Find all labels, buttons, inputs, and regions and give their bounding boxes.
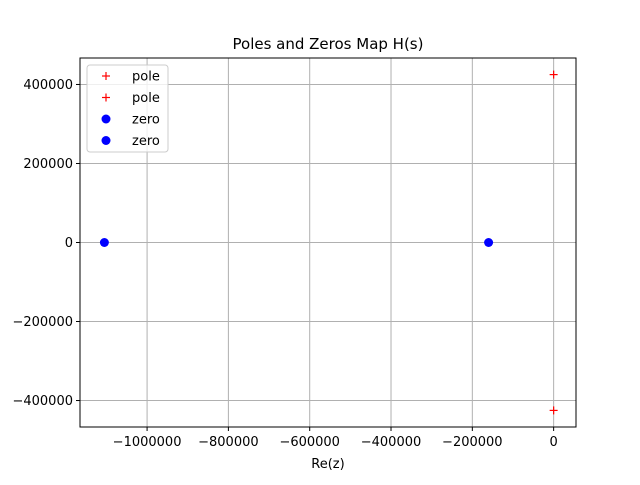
x-tick-label: −1000000	[113, 435, 182, 450]
y-tick-label: 400000	[23, 78, 73, 93]
y-tick-label: 0	[65, 236, 73, 251]
x-tick-label: −400000	[361, 435, 422, 450]
y-tick-label: −400000	[12, 394, 73, 409]
legend-pole-label: pole	[132, 91, 160, 106]
legend: pole pole zero zero	[86, 64, 169, 153]
markers	[99, 70, 558, 415]
legend-box	[86, 64, 169, 153]
zero-marker	[484, 238, 494, 247]
y-tick-label: −200000	[12, 315, 73, 330]
chart-title: Poles and Zeros Map H(s)	[233, 35, 424, 53]
x-tick-label: −800000	[198, 435, 259, 450]
x-axis-label: Re(z)	[311, 457, 344, 472]
legend-zero-label: zero	[132, 113, 160, 128]
x-tick-label: −200000	[442, 435, 503, 450]
legend-zero-marker	[101, 136, 111, 145]
x-tick-label: −600000	[279, 435, 340, 450]
pole-marker	[549, 70, 558, 79]
ticks: −1000000 −800000 −600000 −400000 −200000 0 −40…	[12, 78, 557, 450]
pole-marker	[549, 406, 558, 415]
legend-zero-marker	[101, 114, 111, 124]
y-tick-label: 200000	[23, 157, 73, 172]
legend-pole-label: pole	[132, 70, 160, 85]
x-tick-label: 0	[549, 435, 557, 450]
zero-marker	[99, 238, 109, 247]
legend-pole-marker	[102, 72, 110, 80]
legend-zero-label: zero	[132, 134, 160, 149]
legend-pole-marker	[102, 93, 110, 102]
